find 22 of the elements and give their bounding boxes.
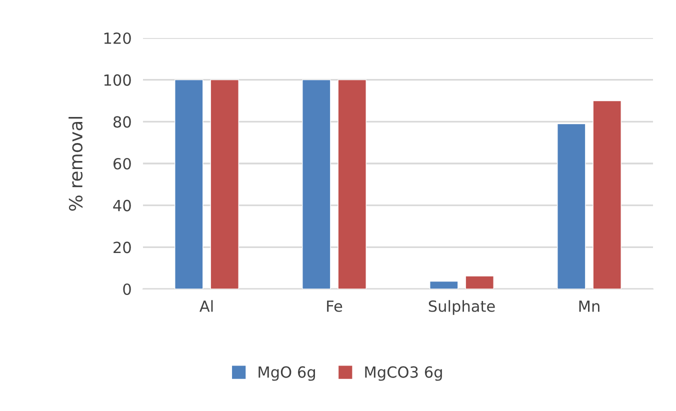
y-tick-label: 0 <box>123 283 131 296</box>
bar <box>174 79 204 289</box>
x-tick-label: Sulphate <box>428 300 495 315</box>
bar <box>338 79 366 289</box>
legend-label: MgCO3 6g <box>365 366 442 381</box>
bar <box>557 123 586 289</box>
legend-label: MgO 6g <box>258 366 315 381</box>
bar <box>210 79 239 289</box>
y-tick-label: 100 <box>104 74 131 86</box>
bar <box>592 100 622 289</box>
y-tick-label: 60 <box>114 158 131 170</box>
bar <box>302 79 331 289</box>
y-tick-label: 80 <box>113 116 131 128</box>
y-tick-label: 40 <box>113 200 131 212</box>
x-tick-label: Fe <box>327 300 342 312</box>
y-tick-label: 20 <box>114 242 131 254</box>
y-tick-label: 120 <box>104 32 131 44</box>
bar <box>430 280 458 289</box>
bar <box>465 276 494 289</box>
y-axis-title: % removal <box>68 116 83 211</box>
x-tick-label: Mn <box>579 300 600 312</box>
x-tick-label: Al <box>200 300 213 312</box>
